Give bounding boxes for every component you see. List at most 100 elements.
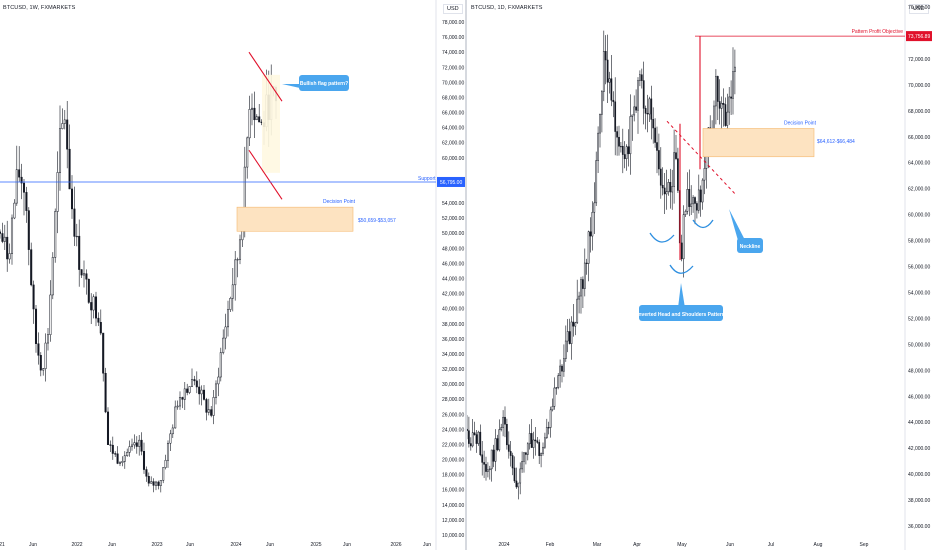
x-tick-label: 2026 — [390, 542, 401, 548]
candle-up — [490, 449, 493, 470]
candle-up — [559, 365, 561, 376]
candle-up — [500, 427, 503, 430]
candle-down — [585, 262, 588, 264]
candle-down — [669, 182, 672, 193]
y-tick-label: 42,000.00 — [908, 446, 930, 452]
candle-down — [547, 427, 550, 429]
candle-up — [178, 397, 182, 407]
candle-up — [620, 145, 622, 148]
candle-down — [467, 428, 468, 431]
decision-range-label: $64,612-$66,484 — [817, 139, 855, 145]
y-tick-label: 12,000.00 — [442, 518, 464, 524]
candle-up — [183, 388, 186, 400]
decision-zone — [702, 128, 815, 158]
candle-up — [488, 468, 491, 471]
candle-up — [164, 459, 167, 468]
candle-up — [118, 462, 122, 464]
candle-down — [724, 104, 727, 126]
candle-up — [217, 376, 220, 385]
candle-down — [85, 273, 88, 280]
candle-up — [542, 446, 544, 454]
candle-up — [540, 453, 542, 456]
y-tick-label: 38,000.00 — [442, 322, 464, 328]
candle-down — [193, 379, 196, 382]
candle-down — [479, 431, 482, 456]
candle-down — [73, 208, 76, 237]
panel-divider[interactable] — [465, 0, 467, 550]
y-tick-label: 14,000.00 — [442, 503, 464, 509]
candle-down — [34, 308, 38, 344]
candle-up — [477, 431, 480, 444]
candle-down — [68, 148, 71, 190]
candle-up — [587, 231, 590, 264]
y-tick-label: 76,000.00 — [442, 35, 464, 41]
y-tick-label: 42,000.00 — [442, 292, 464, 298]
y-tick-label: 64,000.00 — [442, 126, 464, 132]
candle-up — [549, 409, 552, 428]
candle-down — [730, 96, 732, 99]
candle-down — [114, 453, 117, 455]
y-tick-label: 66,000.00 — [908, 135, 930, 141]
currency-label[interactable]: USD — [443, 4, 463, 14]
candle-up — [49, 294, 52, 335]
candle-down — [536, 440, 539, 443]
candle-up — [154, 481, 158, 486]
candle-up — [532, 439, 535, 448]
candle-up — [166, 442, 170, 461]
candle-up — [578, 295, 580, 300]
candle-down — [675, 152, 677, 159]
neckline-callout-text: Neckline — [740, 244, 761, 250]
candle-up — [633, 106, 636, 116]
candle-down — [621, 145, 624, 155]
candle-up — [631, 114, 634, 117]
y-tick-label: 22,000.00 — [442, 442, 464, 448]
x-tick-label: Apr — [633, 542, 641, 548]
candle-down — [640, 74, 643, 81]
candle-down — [142, 451, 146, 470]
candle-up — [602, 51, 605, 92]
neckline-callout-box — [737, 238, 763, 253]
candle-down — [195, 380, 198, 388]
weekly-chart-panel[interactable]: BTCUSD, 1W, FXMARKETS USD 78,000.00 76,00… — [0, 0, 466, 550]
candle-down — [469, 443, 472, 447]
candle-up — [159, 480, 162, 486]
candle-up — [494, 438, 497, 462]
candle-down — [78, 235, 81, 270]
pattern-callout-pointer — [678, 283, 685, 308]
y-tick-label: 62,000.00 — [442, 141, 464, 147]
candle-up — [224, 326, 227, 339]
candle-up — [126, 452, 129, 457]
weekly-chart-canvas[interactable]: 78,000.00 76,000.00 74,000.00 72,000.00 70,0… — [0, 0, 466, 550]
candle-down — [135, 442, 138, 447]
candle-down — [610, 78, 613, 101]
candle-up — [130, 444, 134, 447]
candle-up — [133, 442, 136, 446]
y-tick-label: 48,000.00 — [908, 368, 930, 374]
candle-up — [219, 352, 222, 378]
x-tick-label: Jun — [343, 542, 351, 548]
y-tick-label: 10,000.00 — [442, 533, 464, 539]
candle-down — [483, 462, 485, 465]
daily-chart-panel[interactable]: BTCUSD, 1D, FXMARKETS USD 76,000.00 72,00… — [467, 0, 932, 550]
candle-down — [70, 188, 74, 210]
y-tick-label: 52,000.00 — [908, 316, 930, 322]
x-tick-label: Jul — [768, 542, 774, 548]
daily-chart-canvas[interactable]: 76,000.00 72,000.00 70,000.00 68,000.00 66,0… — [467, 0, 932, 550]
currency-label[interactable]: USD — [909, 4, 929, 14]
candle-down — [661, 184, 664, 189]
candle-up — [570, 321, 573, 344]
candle-up — [471, 432, 474, 447]
candle-up — [608, 78, 611, 83]
x-tick-label: Jun — [423, 542, 431, 548]
candle-down — [468, 430, 470, 444]
candle-down — [658, 150, 660, 170]
candle-down — [589, 231, 592, 237]
neckline-line — [666, 120, 736, 195]
flag-lower-line — [248, 149, 283, 200]
x-tick-label: Jun — [726, 542, 734, 548]
y-tick-label: 72,000.00 — [442, 65, 464, 71]
candle-down — [509, 451, 512, 456]
candle-up — [629, 116, 632, 155]
y-tick-label: 60,000.00 — [908, 213, 930, 219]
candle-down — [722, 102, 725, 105]
